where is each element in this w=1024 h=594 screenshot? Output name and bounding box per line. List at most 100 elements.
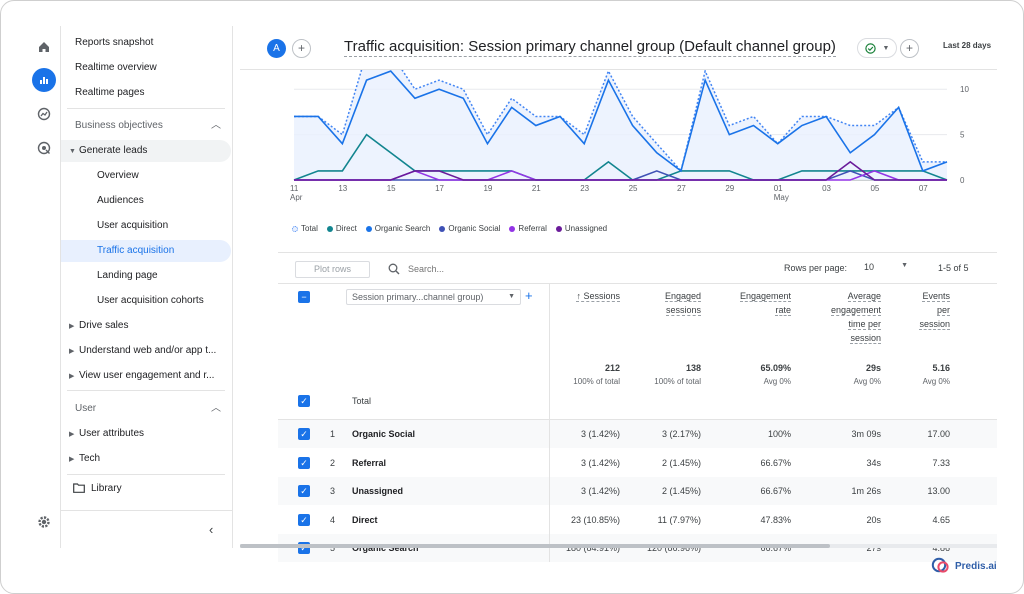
check-circle-icon	[864, 42, 876, 54]
table-row[interactable]: ✓ 3 Unassigned 3 (1.42%) 2 (1.45%) 66.67% 1m 2…	[278, 477, 997, 505]
column-header[interactable]: Events per session	[870, 289, 950, 331]
nav-tech[interactable]: ▶ Tech	[61, 448, 231, 470]
date-range-label[interactable]: Last 28 days	[943, 41, 992, 50]
nav-user-acquisition-cohorts[interactable]: User acquisition cohorts	[61, 290, 231, 312]
total-subvalue: Avg 0%	[763, 377, 791, 386]
nav-section-user[interactable]: User ︿	[61, 398, 231, 420]
x-tick-label: 17	[435, 184, 444, 193]
column-divider	[549, 420, 550, 448]
column-header[interactable]: Average engagement time per session	[801, 289, 881, 345]
row-value: 2 (1.45%)	[661, 457, 701, 468]
add-comparison-button[interactable]: +	[292, 39, 311, 58]
row-checkbox[interactable]: ✓	[298, 428, 310, 440]
rows-per-page-select[interactable]: 10 ▼	[864, 262, 908, 272]
x-tick-label: 15	[387, 184, 396, 193]
rows-per-page-value: 10	[864, 262, 875, 272]
legend-item[interactable]: Total	[292, 224, 318, 233]
customize-report-add-button[interactable]: +	[900, 39, 919, 58]
nav-reports-snapshot[interactable]: Reports snapshot	[61, 32, 231, 54]
column-header-text: Events	[922, 291, 950, 302]
dimension-select-label: Session primary...channel group)	[352, 292, 484, 302]
chart-legend: Total Direct Organic Search Organic Social R…	[292, 224, 607, 233]
nav-realtime-overview[interactable]: Realtime overview	[61, 57, 231, 79]
total-value: 212	[604, 363, 620, 373]
column-header[interactable]: Engaged sessions	[621, 289, 701, 317]
nav-section-business-objectives[interactable]: Business objectives ︿	[61, 115, 231, 137]
legend-item[interactable]: Direct	[326, 224, 357, 233]
settings-gear-icon[interactable]	[32, 510, 56, 534]
nav-divider	[67, 390, 225, 391]
chevron-up-icon: ︿	[211, 403, 221, 414]
column-header[interactable]: Engagement rate	[711, 289, 791, 317]
nav-audiences[interactable]: Audiences	[61, 190, 231, 212]
caret-down-icon: ▼	[901, 262, 908, 269]
nav-landing-page[interactable]: Landing page	[61, 265, 231, 287]
total-subvalue: Avg 0%	[922, 377, 950, 386]
nav-generate-leads[interactable]: ▼ Generate leads	[61, 140, 231, 162]
report-status-dropdown[interactable]: ▼	[857, 38, 897, 58]
column-header-text: Engaged	[664, 291, 701, 302]
row-value: 100%	[767, 429, 791, 439]
table-row[interactable]: ✓ 4 Direct 23 (10.85%) 11 (7.97%) 47.83% 20s 4.…	[278, 505, 997, 534]
predis-logo-icon	[931, 557, 949, 573]
column-header-text: engagement	[830, 305, 881, 316]
nav-library[interactable]: Library	[61, 478, 231, 500]
table-row[interactable]: ✓ 1 Organic Social 3 (1.42%) 3 (2.17%) 100% 3m…	[278, 420, 997, 448]
home-icon[interactable]	[32, 35, 56, 59]
primary-dimension-select[interactable]: Session primary...channel group) ▼	[346, 289, 521, 305]
nav-label: Understand web and/or app t...	[79, 345, 217, 356]
nav-label: Drive sales	[79, 320, 129, 331]
reports-icon[interactable]	[32, 68, 56, 92]
legend-item[interactable]: Unassigned	[555, 224, 608, 233]
add-dimension-button[interactable]: +	[525, 288, 533, 303]
table-search[interactable]	[388, 259, 548, 279]
nav-user-attributes[interactable]: ▶ User attributes	[61, 423, 231, 445]
legend-item[interactable]: Referral	[509, 224, 547, 233]
table-row[interactable]: ✓ 2 Referral 3 (1.42%) 2 (1.45%) 66.67% 34s 7.3…	[278, 448, 997, 477]
row-channel-name: Organic Social	[352, 429, 416, 439]
nav-traffic-acquisition[interactable]: Traffic acquisition	[61, 240, 231, 262]
column-header[interactable]: ↑ Sessions	[540, 289, 620, 303]
comparison-avatar[interactable]: A	[267, 39, 286, 58]
row-checkbox[interactable]: ✓	[298, 513, 310, 526]
horizontal-scrollbar[interactable]	[240, 544, 997, 548]
nav-drive-sales[interactable]: ▶ Drive sales	[61, 315, 231, 337]
row-channel-name: Unassigned	[352, 486, 404, 496]
search-input[interactable]	[408, 264, 538, 274]
nav-label: Reports snapshot	[75, 37, 154, 48]
nav-label: Realtime pages	[75, 87, 145, 98]
nav-user-acquisition[interactable]: User acquisition	[61, 215, 231, 237]
legend-label: Unassigned	[564, 224, 608, 233]
collapse-nav-chevron-left-icon[interactable]: ‹	[209, 522, 214, 537]
nav-label: Realtime overview	[75, 62, 157, 73]
column-divider	[549, 505, 550, 534]
scrollbar-thumb[interactable]	[240, 544, 830, 548]
caret-right-icon: ▶	[69, 456, 75, 463]
row-value: 66.67%	[760, 543, 791, 553]
legend-item[interactable]: Organic Social	[439, 224, 500, 233]
nav-overview[interactable]: Overview	[61, 165, 231, 187]
table-row[interactable]: ✓ 5 Organic Search 180 (84.91%) 120 (86.96%)…	[278, 534, 997, 562]
analytics-window: Reports snapshot Realtime overview Realt…	[27, 26, 997, 562]
select-all-checkbox[interactable]: −	[298, 291, 310, 303]
advertising-icon[interactable]	[32, 136, 56, 160]
row-channel-name: Referral	[352, 457, 387, 468]
nav-view-user-engagement[interactable]: ▶ View user engagement and r...	[61, 365, 231, 387]
legend-label: Organic Search	[374, 224, 431, 233]
x-tick-label: 07	[919, 184, 928, 193]
nav-realtime-pages[interactable]: Realtime pages	[61, 82, 231, 104]
row-checkbox[interactable]: ✓	[298, 456, 310, 469]
nav-label: Traffic acquisition	[97, 245, 175, 256]
row-value: 34s	[866, 457, 881, 468]
y-tick-label: 5	[960, 131, 965, 140]
total-row-checkbox[interactable]: ✓	[298, 395, 310, 407]
plot-rows-button[interactable]: Plot rows	[295, 261, 370, 278]
row-checkbox[interactable]: ✓	[298, 485, 310, 497]
row-value: 47.83%	[760, 514, 791, 525]
nav-understand-web-app[interactable]: ▶ Understand web and/or app t...	[61, 340, 231, 362]
brand-watermark: Predis.ai	[931, 557, 997, 575]
explore-icon[interactable]	[32, 102, 56, 126]
column-divider	[549, 477, 550, 505]
legend-item[interactable]: Organic Search	[365, 224, 431, 233]
